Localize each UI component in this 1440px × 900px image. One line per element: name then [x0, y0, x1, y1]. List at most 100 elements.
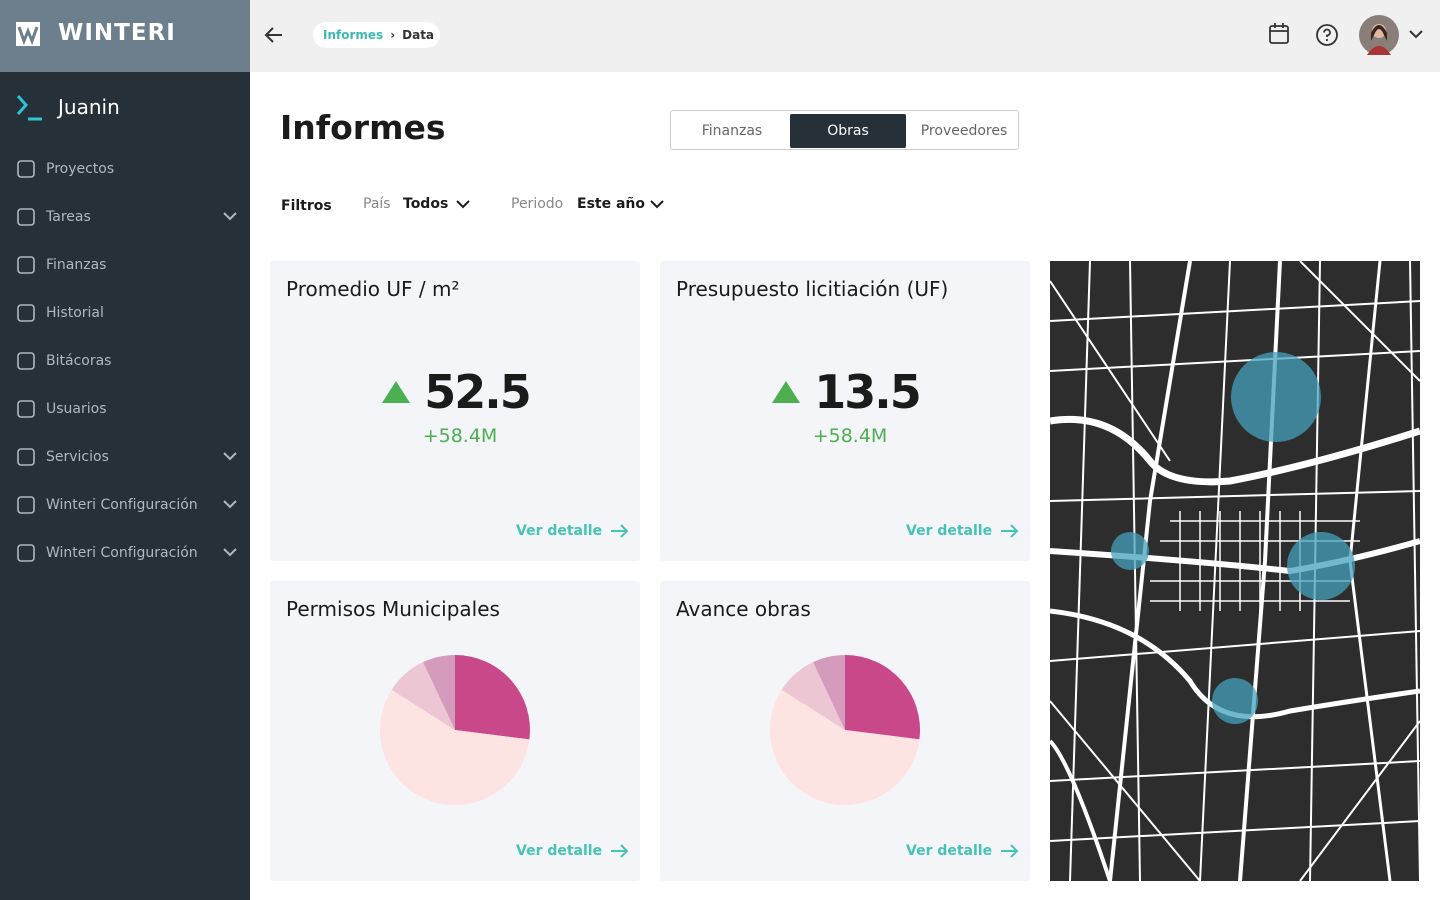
chevron-path — [224, 501, 236, 507]
kpi-value: 13.5 — [814, 365, 920, 419]
chevron-icon — [222, 547, 238, 559]
nav-item[interactable]: Servicios — [0, 437, 250, 477]
nav-icon-shape — [18, 209, 34, 225]
kpi: 52.5 — [270, 365, 640, 419]
nav-icon — [16, 399, 36, 419]
card: Permisos MunicipalesVer detalle — [270, 581, 640, 881]
logo-icon — [16, 22, 40, 46]
triangle — [382, 381, 410, 403]
card-title: Presupuesto licitiación (UF) — [676, 277, 948, 301]
calendar-icon[interactable] — [1268, 22, 1290, 46]
nav-label: Servicios — [46, 449, 109, 465]
chevron-icon — [222, 499, 238, 511]
chevron-icon — [222, 211, 238, 223]
nav-item[interactable]: Winteri Configuración — [0, 533, 250, 573]
nav-item[interactable]: Tareas — [0, 197, 250, 237]
nav-item[interactable]: Usuarios — [0, 389, 250, 429]
nav-icon — [16, 303, 36, 323]
arrow-icon — [1000, 843, 1020, 859]
chevron-icon — [455, 199, 471, 211]
nav-label: Finanzas — [46, 257, 106, 273]
chevron-icon — [649, 199, 665, 211]
detail-link-text: Ver detalle — [906, 523, 992, 539]
detail-link[interactable]: Ver detalle — [516, 523, 630, 539]
triangle — [772, 381, 800, 403]
nav-icon — [16, 351, 36, 371]
arrow-path — [1001, 845, 1017, 857]
tab[interactable]: Proveedores — [906, 114, 1022, 148]
card: Presupuesto licitiación (UF)13.5+58.4MVe… — [660, 261, 1030, 561]
filter-value: Este año — [577, 196, 645, 212]
top-bar: Informes › Data — [250, 0, 1440, 72]
logo-bar: WINTERI — [0, 0, 250, 72]
nav-label: Historial — [46, 305, 104, 321]
chevron-path — [224, 549, 236, 555]
filter-dropdown[interactable]: PaísTodos — [363, 190, 503, 220]
chevron-path — [651, 201, 663, 207]
nav-item[interactable]: Finanzas — [0, 245, 250, 285]
nav-item[interactable]: Proyectos — [0, 149, 250, 189]
nav-label: Winteri Configuración — [46, 545, 198, 561]
avatar-menu[interactable] — [1408, 29, 1424, 41]
nav-item[interactable]: Historial — [0, 293, 250, 333]
nav-icon — [16, 447, 36, 467]
card: Promedio UF / m²52.5+58.4MVer detalle — [270, 261, 640, 561]
nav-icon — [16, 495, 36, 515]
nav-icon — [16, 543, 36, 563]
pie-chart — [270, 581, 640, 881]
pie-slice — [455, 655, 530, 739]
breadcrumb: Informes › Data — [313, 22, 440, 48]
brand: WINTERI — [58, 20, 176, 46]
tab[interactable]: Finanzas — [674, 114, 790, 148]
arrow-icon — [1000, 523, 1020, 539]
kpi: 13.5 — [660, 365, 1030, 419]
detail-link-text: Ver detalle — [516, 843, 602, 859]
nav-icon-shape — [18, 257, 34, 273]
help-icon[interactable] — [1315, 23, 1339, 47]
filter-title: Filtros — [281, 198, 332, 214]
back-button[interactable] — [264, 25, 284, 45]
card-title: Promedio UF / m² — [286, 277, 459, 301]
chevron-icon — [222, 451, 238, 463]
sidebar: WINTERI Juanin Proyectos Tareas Finanzas Hi… — [0, 0, 250, 900]
chevron-path — [457, 201, 469, 207]
nav-item[interactable]: Winteri Configuración — [0, 485, 250, 525]
chevron-path — [224, 213, 236, 219]
nav-item[interactable]: Bitácoras — [0, 341, 250, 381]
arrow-icon — [610, 523, 630, 539]
pie-slice — [845, 655, 920, 739]
detail-link[interactable]: Ver detalle — [906, 523, 1020, 539]
nav-icon-shape — [18, 161, 34, 177]
kpi-change: +58.4M — [270, 425, 650, 447]
tab[interactable]: Obras — [790, 114, 906, 148]
chevron-path — [224, 453, 236, 459]
nav-label: Bitácoras — [46, 353, 111, 369]
user-icon — [16, 94, 44, 122]
detail-link[interactable]: Ver detalle — [516, 843, 630, 859]
kpi-value: 52.5 — [424, 365, 530, 419]
filters: Filtros PaísTodos Periodo Este año — [281, 190, 781, 220]
detail-link-text: Ver detalle — [906, 843, 992, 859]
breadcrumb-current: Data — [402, 28, 434, 42]
detail-link-text: Ver detalle — [516, 523, 602, 539]
nav-icon — [16, 207, 36, 227]
kpi-up-icon — [380, 379, 412, 405]
avatar[interactable] — [1359, 15, 1399, 55]
nav-icon-shape — [18, 401, 34, 417]
nav-icon — [16, 159, 36, 179]
breadcrumb-link[interactable]: Informes — [323, 28, 383, 42]
filter-dropdown[interactable]: Periodo Este año — [511, 190, 651, 220]
arrow-path — [611, 845, 627, 857]
arrow-icon — [610, 843, 630, 859]
nav-label: Proyectos — [46, 161, 114, 177]
filter-label: Periodo — [511, 196, 563, 212]
nav-icon-shape — [18, 497, 34, 513]
arrow-path — [611, 525, 627, 537]
user-name: Juanin — [58, 95, 120, 119]
filter-label: País — [363, 196, 391, 212]
pie-chart — [660, 581, 1030, 881]
nav-icon-shape — [18, 353, 34, 369]
detail-link[interactable]: Ver detalle — [906, 843, 1020, 859]
map — [1050, 261, 1420, 881]
kpi-change: +58.4M — [660, 425, 1040, 447]
